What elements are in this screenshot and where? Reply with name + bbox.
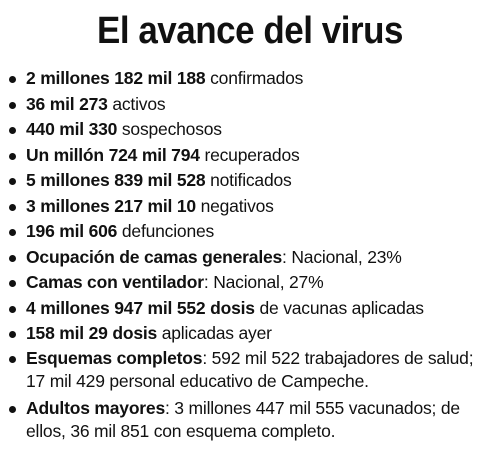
fact-label: confirmados bbox=[205, 68, 304, 88]
fact-label: activos bbox=[107, 93, 166, 114]
bullet-icon bbox=[9, 405, 16, 413]
fact-suspected: 440 mil 330 sospechosos bbox=[0, 117, 500, 143]
fact-value: 3 millones 217 mil 10 bbox=[26, 195, 196, 216]
fact-label: : 592 mil 522 trabajadores de salud; 17 … bbox=[26, 347, 474, 391]
fact-complete-schemes: Esquemas completos: 592 mil 522 trabajad… bbox=[0, 347, 500, 393]
bullet-icon bbox=[9, 355, 16, 363]
fact-value: 36 mil 273 bbox=[26, 93, 108, 114]
fact-general-beds: Ocupación de camas generales: Nacional, … bbox=[0, 245, 500, 271]
bullet-icon bbox=[9, 305, 16, 313]
fact-label: defunciones bbox=[117, 221, 215, 241]
fact-notified: 5 millones 839 mil 528 notificados bbox=[0, 168, 500, 194]
fact-confirmed: 2 millones 182 mil 188 confirmados bbox=[0, 66, 500, 92]
bullet-icon bbox=[9, 280, 16, 287]
bullet-icon bbox=[9, 127, 16, 134]
fact-value: Esquemas completos bbox=[26, 347, 203, 368]
fact-doses-yesterday: 158 mil 29 dosis aplicadas ayer bbox=[0, 321, 500, 347]
fact-label: : Nacional, 27% bbox=[203, 272, 324, 292]
bullet-icon bbox=[9, 76, 16, 83]
fact-value: Un millón 724 mil 794 bbox=[26, 144, 200, 165]
fact-negative: 3 millones 217 mil 10 negativos bbox=[0, 194, 500, 220]
bullet-icon bbox=[9, 254, 16, 262]
fact-deaths: 196 mil 606 defunciones bbox=[0, 219, 500, 245]
fact-label: : 3 millones 447 mil 555 vacunados; de e… bbox=[26, 397, 460, 441]
fact-value: 158 mil 29 dosis bbox=[26, 323, 158, 343]
fact-label: : Nacional, 23% bbox=[282, 246, 402, 267]
fact-active: 36 mil 273 activos bbox=[0, 92, 500, 118]
fact-label: sospechosos bbox=[117, 119, 222, 139]
fact-recovered: Un millón 724 mil 794 recuperados bbox=[0, 143, 500, 169]
fact-older-adults: Adultos mayores: 3 millones 447 mil 555 … bbox=[0, 397, 500, 443]
fact-value: 196 mil 606 bbox=[26, 221, 118, 241]
fact-label: aplicadas ayer bbox=[157, 323, 272, 343]
fact-value: 2 millones 182 mil 188 bbox=[26, 68, 206, 88]
fact-label: de vacunas aplicadas bbox=[254, 297, 424, 318]
facts-list: 2 millones 182 mil 188 confirmados 36 mi… bbox=[0, 66, 500, 447]
fact-value: 4 millones 947 mil 552 dosis bbox=[26, 297, 255, 318]
fact-label: recuperados bbox=[199, 144, 300, 165]
bullet-icon bbox=[9, 229, 16, 236]
fact-value: Ocupación de camas generales bbox=[26, 246, 283, 267]
fact-ventilator-beds: Camas con ventilador: Nacional, 27% bbox=[0, 270, 500, 296]
fact-label: notificados bbox=[205, 170, 292, 190]
fact-label: negativos bbox=[195, 195, 274, 216]
fact-value: 440 mil 330 bbox=[26, 119, 118, 139]
bullet-icon bbox=[9, 178, 16, 185]
bullet-icon bbox=[9, 101, 16, 109]
fact-value: 5 millones 839 mil 528 bbox=[26, 170, 206, 190]
fact-doses-applied: 4 millones 947 mil 552 dosis de vacunas … bbox=[0, 296, 500, 322]
fact-value: Adultos mayores bbox=[26, 397, 165, 418]
bullet-icon bbox=[9, 331, 16, 338]
bullet-icon bbox=[9, 203, 16, 211]
fact-value: Camas con ventilador bbox=[26, 272, 204, 292]
bullet-icon bbox=[9, 152, 16, 160]
infographic-title: El avance del virus bbox=[96, 10, 404, 52]
